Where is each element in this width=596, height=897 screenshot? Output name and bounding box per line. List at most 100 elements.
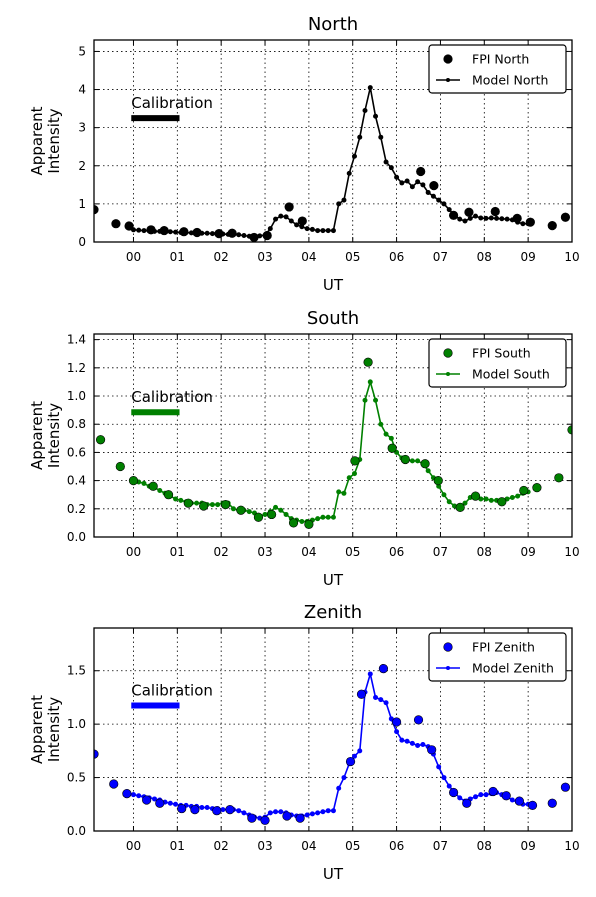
legend-box xyxy=(428,338,567,388)
fpi-point xyxy=(183,498,193,508)
x-tick-label: 07 xyxy=(433,545,448,559)
fpi-point xyxy=(470,491,481,501)
y-tick-label: 2 xyxy=(78,159,86,173)
calibration-label: Calibration xyxy=(131,94,213,112)
fpi-point xyxy=(527,800,538,810)
axes-frame xyxy=(93,627,573,832)
model-point xyxy=(336,201,342,207)
y-tick-label: 0 xyxy=(78,235,86,249)
x-tick-label: 03 xyxy=(257,839,272,853)
fpi-point xyxy=(249,232,259,242)
fpi-point xyxy=(159,225,169,236)
fpi-point xyxy=(525,217,535,227)
fpi-point xyxy=(295,813,305,823)
x-axis-label: UT xyxy=(323,276,344,294)
model-point xyxy=(351,153,357,159)
model-point xyxy=(436,197,442,203)
plot-area xyxy=(95,357,572,529)
calibration-label: Calibration xyxy=(131,681,213,699)
model-point xyxy=(336,489,342,495)
legend-label: Model South xyxy=(472,367,550,382)
model-point xyxy=(351,471,357,477)
model-point xyxy=(320,228,326,234)
x-tick-label: 04 xyxy=(301,545,316,559)
model-point xyxy=(341,775,347,781)
x-tick-label: 01 xyxy=(170,545,185,559)
model-point xyxy=(246,509,252,515)
fpi-point xyxy=(236,505,246,515)
model-point xyxy=(404,738,410,744)
fpi-point xyxy=(260,815,270,825)
model-point xyxy=(173,801,179,807)
fpi-point xyxy=(532,483,542,493)
fpi-point xyxy=(560,212,571,222)
fpi-point xyxy=(427,745,437,755)
model-point xyxy=(383,159,389,165)
model-point xyxy=(209,502,215,508)
model-point xyxy=(409,184,415,190)
fpi-point xyxy=(109,779,119,789)
model-point xyxy=(351,753,357,759)
model-point xyxy=(441,201,447,207)
fpi-point xyxy=(212,806,222,816)
model-point xyxy=(330,808,336,814)
y-tick-label: 0.0 xyxy=(67,824,86,838)
model-point xyxy=(278,507,284,513)
legend-box xyxy=(428,632,567,682)
fpi-point xyxy=(448,210,459,220)
fpi-point xyxy=(94,205,99,215)
fpi-point xyxy=(391,717,402,727)
model-point xyxy=(346,475,352,481)
fpi-point xyxy=(363,357,373,367)
model-point xyxy=(141,228,147,234)
x-tick-label: 05 xyxy=(345,545,360,559)
model-point xyxy=(236,232,242,238)
legend-label: FPI South xyxy=(472,346,531,361)
y-tick-label: 0.2 xyxy=(67,502,86,516)
legend: FPI Zenith Model Zenith xyxy=(428,632,567,682)
chart-panel-zenith: Calibration 00 01 02 03 04 05 06 07 08 09 10 0.0 0.5 1… xyxy=(28,602,580,883)
model-point xyxy=(173,496,179,502)
fpi-point xyxy=(124,221,134,231)
model-point xyxy=(462,500,468,506)
fpi-point xyxy=(567,425,572,435)
model-point xyxy=(362,397,368,403)
model-point xyxy=(325,228,331,234)
model-point xyxy=(436,764,442,770)
model-point xyxy=(420,741,426,747)
y-tick-label: 3 xyxy=(78,121,86,135)
model-point xyxy=(446,207,452,213)
fpi-point xyxy=(267,509,277,520)
model-point xyxy=(367,379,373,385)
model-point xyxy=(494,215,500,221)
y-tick-label: 0.0 xyxy=(67,530,86,544)
y-tick-label: 0.4 xyxy=(67,474,86,488)
model-point xyxy=(315,228,321,234)
model-point xyxy=(315,810,321,816)
x-tick-label: 07 xyxy=(433,250,448,264)
x-tick-label: 03 xyxy=(257,545,272,559)
y-tick-label: 1.2 xyxy=(67,361,86,375)
fpi-point xyxy=(214,229,224,239)
legend-marker xyxy=(443,54,453,64)
model-point xyxy=(136,793,142,799)
model-point xyxy=(320,514,326,520)
model-point xyxy=(336,785,342,791)
model-point xyxy=(262,511,268,517)
model-point xyxy=(357,748,363,754)
model-point xyxy=(394,449,400,455)
x-tick-label: 08 xyxy=(477,250,492,264)
fpi-point xyxy=(155,798,165,808)
y-axis-label: ApparentIntensity xyxy=(28,401,63,470)
model-point xyxy=(415,743,421,749)
fpi-point xyxy=(262,230,272,241)
chart-panel-south: Calibration 00 01 02 03 04 05 06 07 08 09 10 0.0 0.2 0… xyxy=(28,308,580,589)
x-tick-label: 06 xyxy=(389,545,404,559)
y-tick-label: 1.4 xyxy=(67,333,86,347)
model-point xyxy=(425,468,431,474)
model-point xyxy=(409,740,415,746)
axes-frame xyxy=(93,333,573,538)
legend-label: Model North xyxy=(472,73,548,88)
fpi-point xyxy=(111,219,121,229)
